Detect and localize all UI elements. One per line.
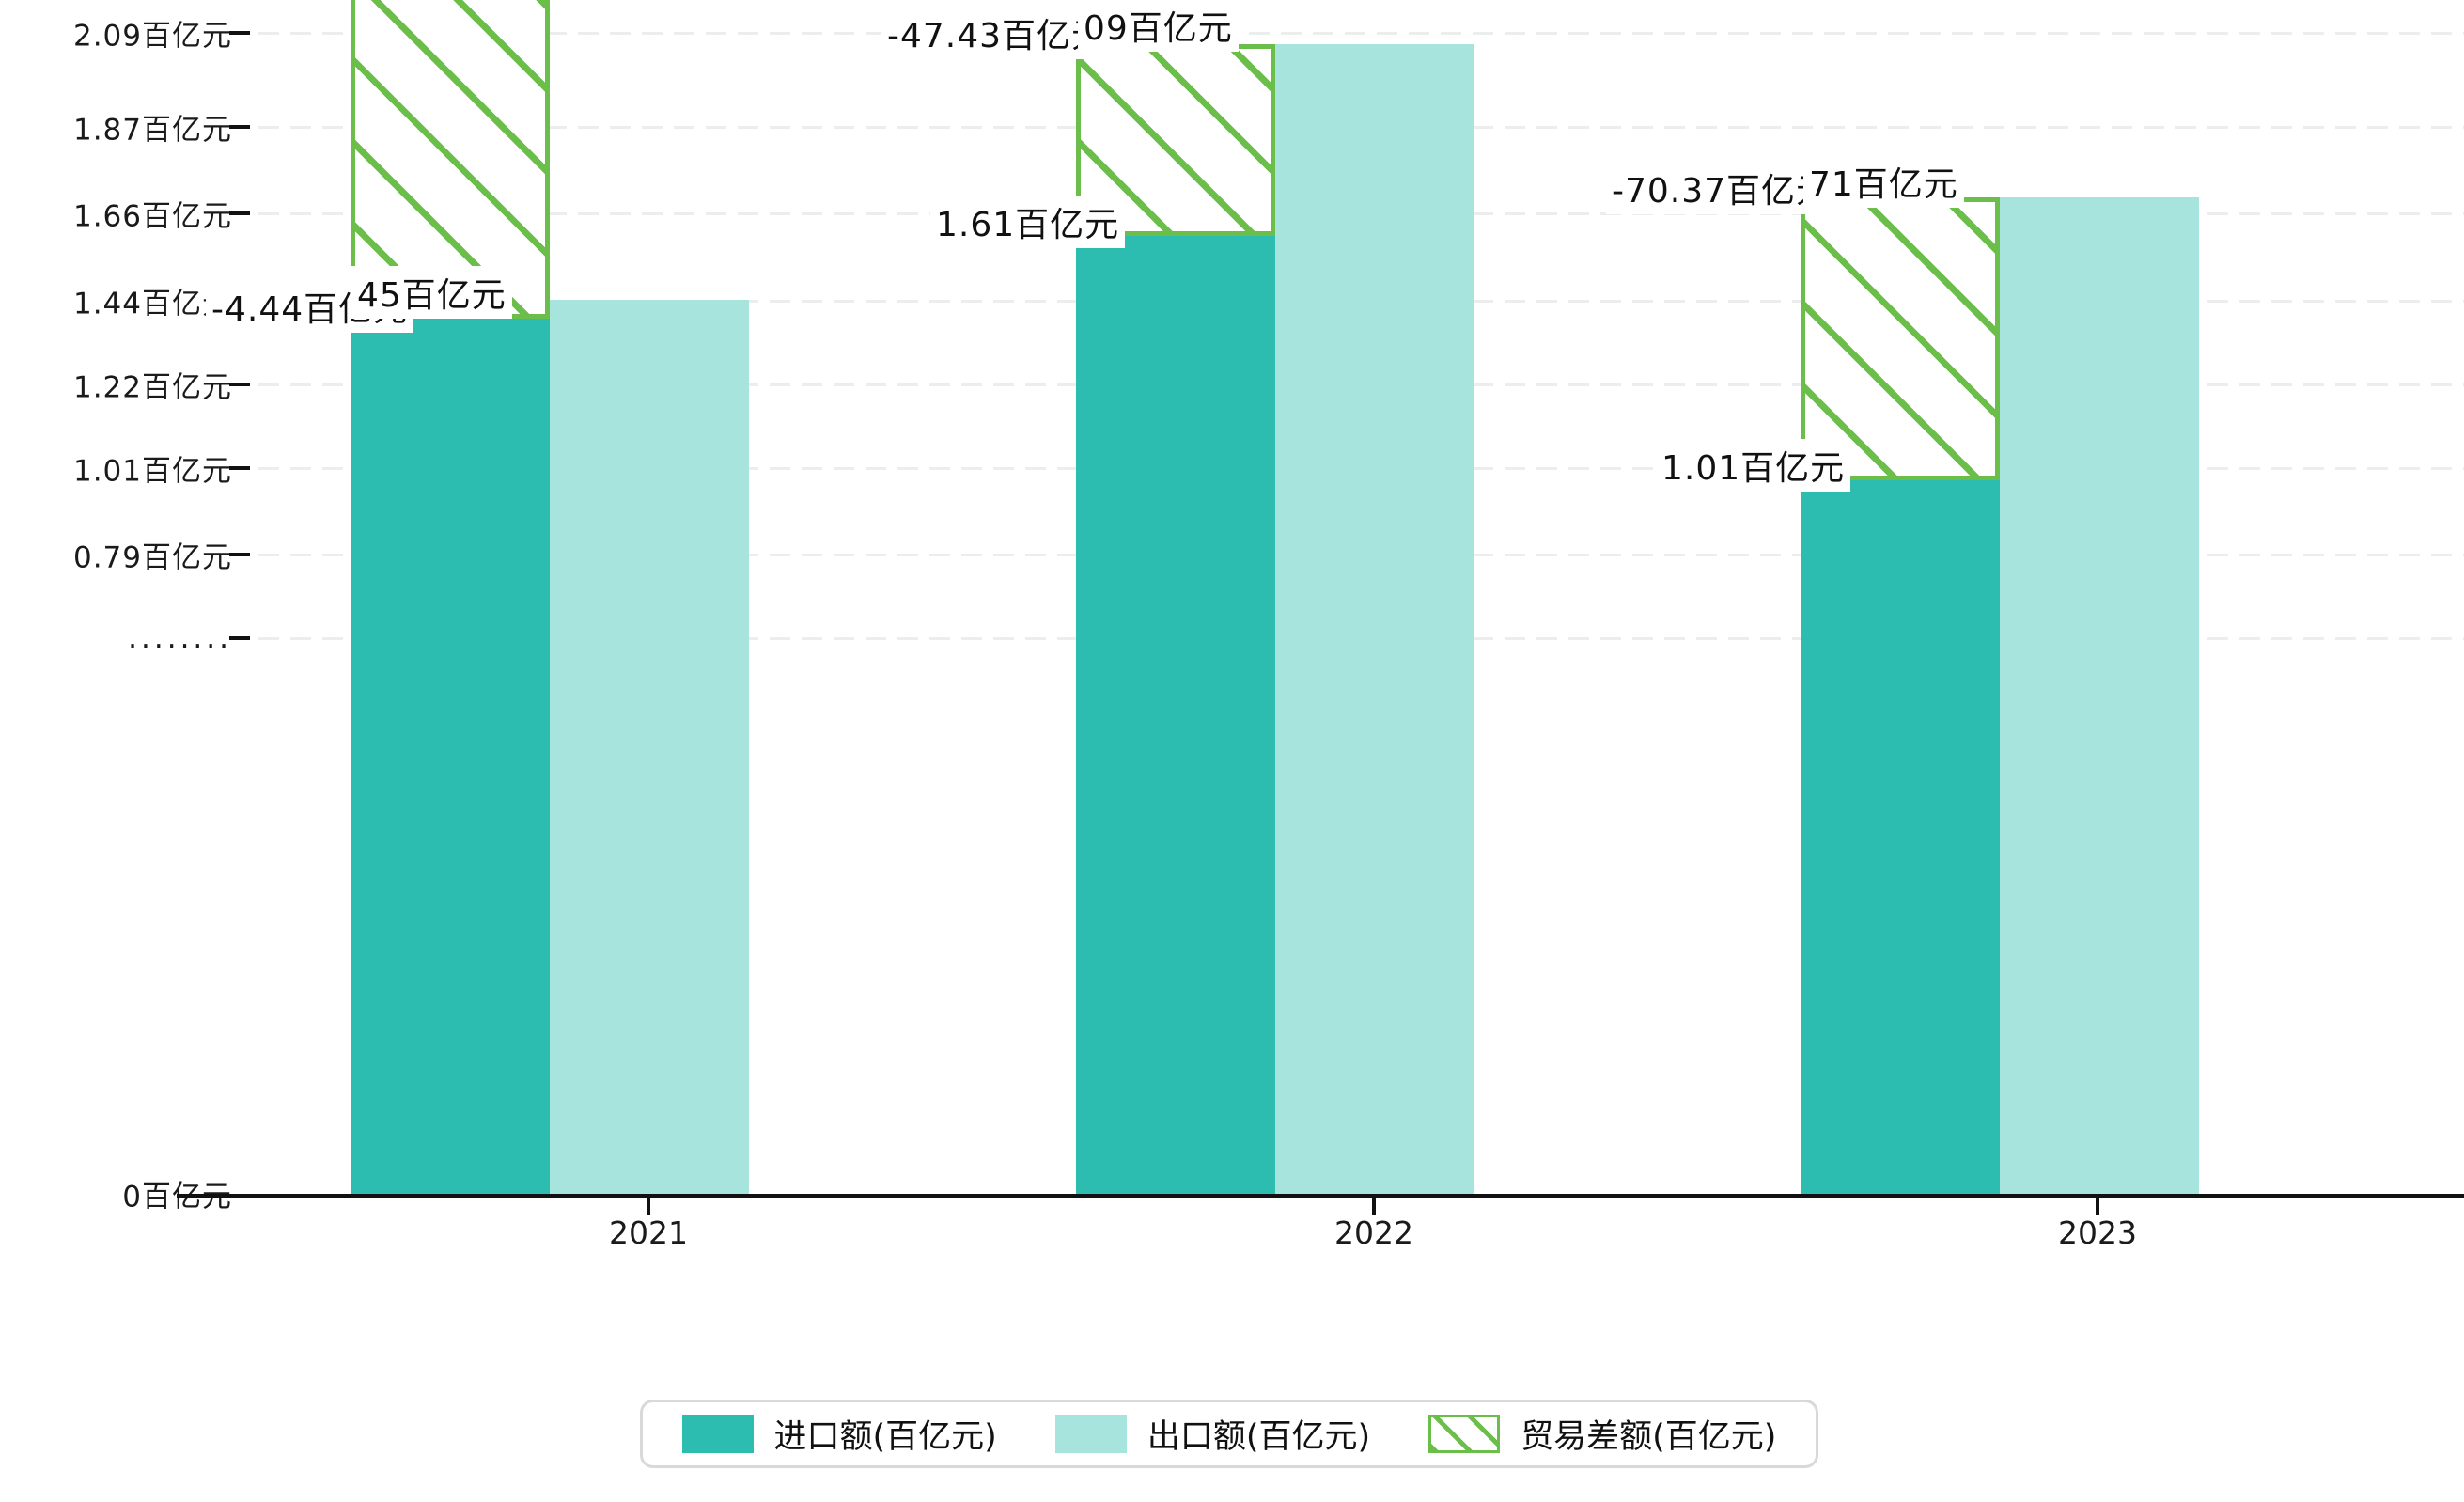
x-axis-tick-label-2022: 2022 [1334,1214,1413,1251]
y-axis-tick-label-7: ........ [128,621,232,655]
y-axis-tick-label-4: 1.22百亿元 [72,370,232,405]
bar-import-2022[interactable] [1076,236,1275,1196]
y-axis-tick-mark-6 [229,553,250,556]
y-axis-tick-label-0: 2.09百亿元 [72,19,232,54]
chart-legend: 进口额(百亿元) 出口额(百亿元) 贸易差额(百亿元) [640,1400,1818,1468]
x-axis-tick-label-2023: 2023 [2058,1214,2137,1251]
x-axis-tick-mark-2022 [1372,1198,1376,1215]
legend-item-balance[interactable]: 贸易差额(百亿元) [1428,1410,1776,1458]
y-axis-tick-label-5: 1.01百亿元 [72,454,232,489]
legend-label-export: 出口额(百亿元) [1146,1418,1371,1456]
value-label-balance-2022: -47.43百亿元 [881,7,1113,59]
legend-label-import: 进口额(百亿元) [773,1418,997,1456]
legend-swatch-import-icon [681,1415,754,1453]
y-axis-tick-label-6: 0.79百亿元 [72,540,232,575]
legend-swatch-export-icon [1054,1415,1127,1453]
bar-balance-2022[interactable] [1076,44,1275,236]
x-axis-line [258,1194,2464,1198]
x-axis-tick-mark-2021 [647,1198,650,1215]
legend-item-import[interactable]: 进口额(百亿元) [681,1410,997,1458]
bar-export-2021[interactable] [550,300,749,1196]
y-axis-tick-label-1: 1.87百亿元 [72,113,232,148]
y-axis-tick-label-2: 1.66百亿元 [72,199,232,234]
y-axis-tick-mark-4 [229,383,250,386]
y-axis-tick-mark-5 [229,466,250,470]
bar-balance-2021[interactable] [351,0,550,319]
x-axis-tick-mark-2023 [2096,1198,2099,1215]
plot-area: -4.44百亿元 45百亿元 1.61百亿元 -47.43百亿元 09百亿元 1… [206,0,2464,1196]
value-label-balance-2023: -70.37百亿元 [1606,162,1837,214]
bar-export-2023[interactable] [2000,197,2199,1196]
value-label-export-2022: 09百亿元 [1078,0,1239,52]
legend-label-balance: 贸易差额(百亿元) [1521,1418,1777,1456]
y-axis-tick-mark-0 [229,31,250,35]
legend-swatch-balance-hatch-icon [1428,1415,1501,1453]
y-axis-tick-mark-1 [229,125,250,129]
legend-item-export[interactable]: 出口额(百亿元) [1054,1410,1371,1458]
bar-export-2022[interactable] [1275,44,1474,1196]
bar-import-2023[interactable] [1801,480,2000,1196]
y-axis-tick-label-3: 1.44百亿元 [72,287,232,321]
x-axis-line-left-stub [177,1194,258,1198]
y-axis-tick-mark-2 [229,211,250,215]
x-axis-tick-label-2021: 2021 [609,1214,688,1251]
value-label-import-2022: 1.61百亿元 [930,196,1126,248]
gridline-0 [258,32,2464,35]
value-label-export-2021: 45百亿元 [351,266,512,319]
y-axis-tick-mark-7 [229,636,250,640]
bar-balance-2023[interactable] [1801,197,2000,480]
value-label-export-2023: 71百亿元 [1803,155,1964,208]
bar-import-2021[interactable] [351,319,550,1196]
value-label-import-2023: 1.01百亿元 [1656,439,1851,492]
